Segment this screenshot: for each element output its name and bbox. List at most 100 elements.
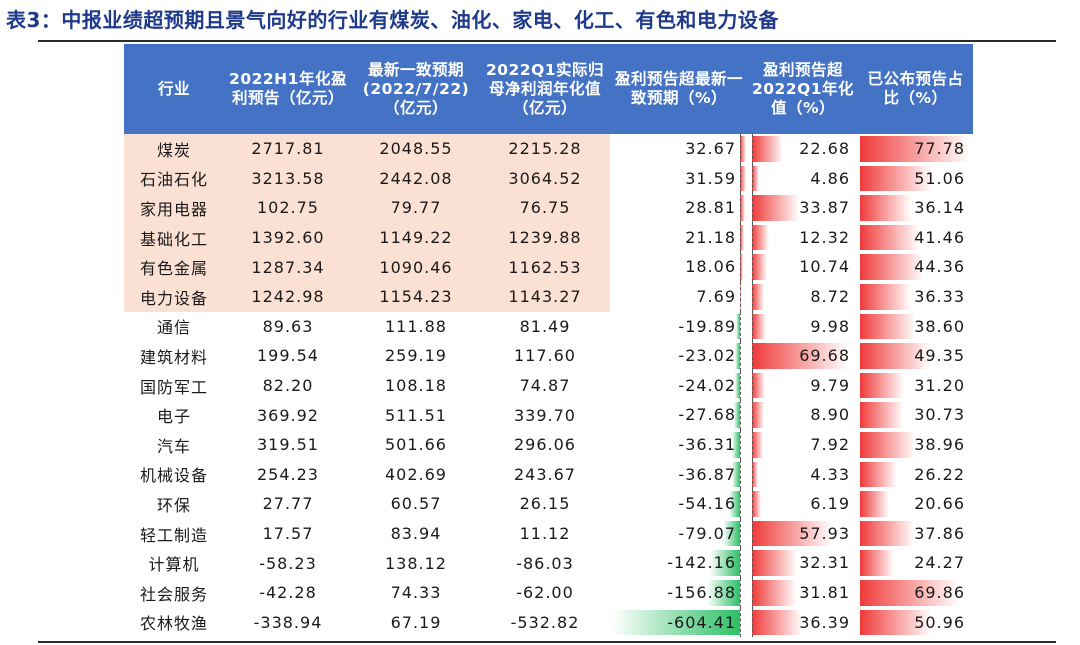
cell-q1: 1143.27 (480, 281, 610, 312)
beat-q1-bar (752, 313, 766, 340)
table-row: 机械设备 254.23 402.69 243.67 -36.87 4.33 26.22 (124, 459, 973, 490)
beat-value: -24.02 (678, 375, 736, 395)
share-value: 36.33 (914, 286, 965, 306)
beat-q1-bar (752, 461, 758, 488)
beat-bar (734, 372, 740, 399)
beat-axis (740, 489, 741, 519)
beat-axis (740, 518, 741, 549)
share-value: 37.86 (914, 523, 965, 543)
beat-q1-bar (752, 254, 767, 280)
cell-beat-q1: 9.79 (748, 370, 858, 401)
share-value: 49.35 (914, 346, 965, 366)
cell-consensus: 2442.08 (352, 163, 480, 194)
beat-q1-value: 8.72 (810, 286, 850, 306)
cell-beat: 7.69 (610, 281, 748, 312)
beat-bar (740, 254, 744, 280)
cell-share: 38.60 (858, 312, 973, 342)
cell-beat-q1: 4.33 (748, 459, 858, 490)
cell-q1: 117.60 (514, 346, 576, 366)
table-row: 环保 27.77 60.57 26.15 -54.16 6.19 20.66 (124, 489, 973, 519)
share-bar (860, 165, 933, 192)
beat-bar (612, 609, 740, 636)
beat-bar (740, 195, 746, 221)
cell-h1: 1287.34 (224, 252, 352, 282)
table-row: 国防军工 82.20 108.18 74.87 -24.02 9.79 31.20 (124, 370, 973, 401)
beat-value: -23.02 (678, 346, 736, 366)
share-value: 51.06 (914, 168, 965, 188)
share-value: 36.14 (914, 198, 965, 218)
table-row: 通信 89.63 111.88 81.49 -19.89 9.98 38.60 (124, 311, 973, 342)
cell-h1: 82.20 (262, 376, 314, 396)
table-row: 电力设备 1242.98 1154.23 1143.27 7.69 8.72 36.33 (124, 281, 973, 312)
cell-industry: 汽车 (156, 436, 191, 456)
beat-axis (740, 134, 741, 164)
cell-beat-q1: 7.92 (748, 429, 858, 460)
header-industry: 行业 (124, 44, 224, 134)
table-row: 电子 369.92 511.51 339.70 -27.68 8.90 30.73 (124, 400, 973, 430)
cell-beat: -36.31 (610, 429, 748, 460)
cell-h1: -338.94 (253, 612, 323, 632)
cell-beat-q1: 12.32 (748, 222, 858, 253)
cell-h1: 102.75 (224, 193, 352, 223)
beat-bar (728, 491, 740, 517)
beat-q1-value: 7.92 (810, 434, 850, 454)
beat-q1-value: 31.81 (799, 582, 850, 602)
beat-axis (740, 281, 741, 312)
beat-q1-bar (752, 402, 765, 428)
share-value: 30.73 (914, 405, 965, 425)
beat-q1-axis (752, 489, 753, 519)
header-consensus: 最新一致预期(2022/7/22)（亿元） (352, 44, 480, 134)
cell-industry: 电子 (156, 407, 191, 427)
cell-share: 51.06 (858, 164, 973, 194)
cell-q1: -62.00 (516, 583, 574, 603)
cell-h1: -42.28 (259, 583, 317, 603)
share-value: 20.66 (914, 494, 965, 514)
cell-h1: 2717.81 (224, 134, 352, 164)
cell-consensus: 138.12 (385, 553, 447, 573)
cell-industry: 电力设备 (124, 281, 224, 312)
beat-bar (709, 550, 740, 576)
table-row: 建筑材料 199.54 259.19 117.60 -23.02 69.68 49.35 (124, 341, 973, 371)
cell-h1: 17.57 (262, 524, 314, 544)
beat-value: -142.16 (667, 553, 736, 573)
beat-axis (740, 548, 741, 578)
share-value: 31.20 (914, 375, 965, 395)
beat-q1-axis (752, 370, 753, 401)
table-body: 煤炭 2717.81 2048.55 2215.28 32.67 22.68 77.78 石油… (124, 134, 973, 638)
cell-industry: 家用电器 (124, 193, 224, 223)
share-bar (860, 224, 919, 251)
cell-beat-q1: 69.68 (748, 341, 858, 371)
table-row: 家用电器 102.75 79.77 76.75 28.81 33.87 36.14 (124, 193, 973, 223)
cell-beat: 28.81 (610, 193, 748, 223)
header-share: 已公布预告占比（%） (858, 44, 973, 134)
beat-q1-bar (752, 136, 784, 162)
beat-value: -54.16 (678, 494, 736, 514)
table-row: 基础化工 1392.60 1149.22 1239.88 21.18 12.32 41.46 (124, 222, 973, 253)
beat-q1-bar (752, 431, 763, 458)
beat-value: 18.06 (685, 257, 736, 277)
cell-industry: 国防军工 (139, 377, 208, 397)
beat-value: 21.18 (685, 227, 736, 247)
share-bar (860, 431, 916, 458)
beat-axis (740, 429, 741, 460)
beat-q1-axis (752, 577, 753, 608)
beat-value: 32.67 (685, 139, 736, 158)
beat-value: -156.88 (667, 582, 736, 602)
share-bar (860, 195, 912, 221)
cell-q1: 11.12 (519, 524, 571, 544)
beat-axis (740, 311, 741, 342)
table-row: 轻工制造 17.57 83.94 11.12 -79.07 57.93 37.86 (124, 518, 973, 549)
cell-share: 30.73 (858, 400, 973, 430)
cell-share: 36.14 (858, 193, 973, 223)
cell-industry: 环保 (156, 495, 191, 515)
beat-q1-axis (752, 518, 753, 549)
cell-h1: 369.92 (257, 405, 319, 425)
share-value: 77.78 (914, 139, 965, 158)
share-bar (860, 609, 933, 636)
share-value: 50.96 (914, 612, 965, 632)
cell-consensus: 74.33 (390, 583, 442, 603)
cell-share: 20.66 (858, 489, 973, 519)
cell-beat: 31.59 (610, 163, 748, 194)
cell-beat-q1: 32.31 (748, 548, 858, 578)
cell-consensus: 259.19 (385, 346, 447, 366)
